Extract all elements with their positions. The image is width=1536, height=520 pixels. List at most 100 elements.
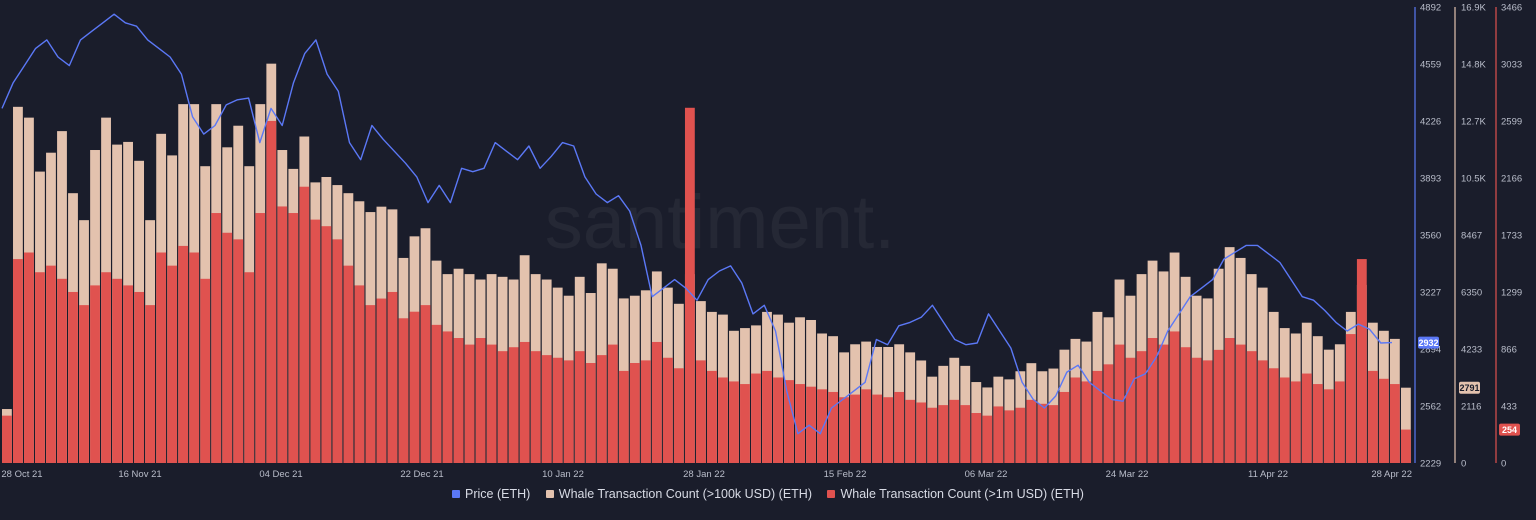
current-value-label: 2932 (1418, 338, 1438, 348)
y-tick-label: 3560 (1420, 231, 1441, 242)
x-tick-label: 16 Nov 21 (118, 469, 161, 480)
legend-item-price[interactable]: Price (ETH) (452, 487, 530, 501)
whale-1m-bar (971, 413, 982, 463)
whale-1m-bar (596, 355, 607, 463)
whale-1m-bar (464, 344, 475, 463)
whale-1m-bar (299, 186, 310, 463)
y-tick-label: 14.8K (1461, 60, 1486, 71)
legend-item-whale-1m[interactable]: Whale Transaction Count (>1m USD) (ETH) (827, 487, 1084, 501)
y-axes: 4892 4559 4226 3893 3560 3227 2894 2562 2229 2932… (1414, 3, 1522, 470)
x-tick-label: 06 Mar 22 (965, 469, 1008, 480)
whale-1m-bar (1191, 357, 1202, 463)
whale-1m-bar (1389, 384, 1400, 463)
whale-1m-bar (762, 370, 772, 463)
whale-1m-bar (673, 368, 684, 463)
whale-1m-bar (1356, 259, 1367, 463)
whale-1m-bar (751, 373, 761, 463)
whale-1m-bar (332, 239, 343, 463)
whale-1m-bar (387, 291, 398, 463)
whale-1m-bar (1180, 347, 1191, 463)
whale-1m-bar (850, 394, 861, 463)
whale-1m-bar (662, 357, 673, 463)
whale-1m-bar (784, 380, 794, 463)
whale-1m-bar (24, 252, 34, 463)
y-tick-label: 2116 (1461, 402, 1481, 413)
x-tick-label: 10 Jan 22 (542, 469, 584, 480)
whale-1m-bar (123, 285, 133, 463)
whale-1m-bar (321, 226, 332, 463)
current-value-label: 254 (1502, 425, 1517, 435)
whale-1m-bar (310, 219, 321, 463)
whale-1m-bar (453, 338, 464, 463)
whale-1m-bar (861, 389, 872, 463)
whale-1m-bar (530, 351, 541, 463)
whale-1m-bar (57, 278, 67, 463)
current-value-badge (1499, 423, 1520, 436)
y-tick-label: 433 (1501, 402, 1517, 413)
whale-1m-bar (1345, 334, 1356, 463)
y-tick-label: 2894 (1420, 345, 1441, 356)
whale-1m-bar (1114, 344, 1125, 463)
whale-1m-bar (35, 272, 45, 463)
watermark-text: santiment. (545, 180, 896, 265)
whale-1m-bar (1202, 360, 1213, 463)
x-axis: 28 Oct 21 16 Nov 21 04 Dec 21 22 Dec 21 10 J… (1, 469, 1412, 480)
x-tick-label: 28 Apr 22 (1371, 469, 1412, 480)
whale-1m-bar (1026, 399, 1037, 463)
whale-1m-bar (519, 341, 530, 463)
y-tick-label: 2562 (1420, 402, 1441, 413)
y-tick-label: 4226 (1420, 117, 1441, 128)
whale-1m-bar (90, 285, 100, 463)
whale-1m-bar (486, 344, 497, 463)
whale-1m-bar (629, 363, 640, 463)
whale-1m-bar (233, 239, 244, 463)
whale-1m-bar (376, 298, 387, 463)
x-tick-label: 04 Dec 21 (259, 469, 302, 480)
whale-1m-bar (244, 272, 255, 463)
whale-1m-bar (1224, 338, 1235, 463)
y-tick-label: 6350 (1461, 288, 1482, 299)
legend-swatch-whale-1m (827, 490, 836, 498)
whale-1m-bar (1257, 360, 1268, 463)
whale-1m-bar (894, 391, 905, 463)
whale-1m-bar (585, 363, 596, 463)
x-tick-label: 28 Jan 22 (683, 469, 725, 480)
whale-1m-bar (211, 213, 222, 463)
whale-1m-bar (354, 285, 365, 463)
y-tick-label: 3466 (1501, 3, 1522, 14)
whale-1m-bar (1070, 377, 1081, 463)
whale-1m-bar (960, 405, 971, 463)
legend-item-whale-100k[interactable]: Whale Transaction Count (>100k USD) (ETH… (545, 487, 812, 501)
whale-1m-bar (795, 384, 805, 463)
whale-1m-bar (222, 232, 233, 463)
whale-1m-bar (68, 291, 78, 463)
y-tick-label: 4559 (1420, 60, 1441, 71)
x-tick-label: 15 Feb 22 (824, 469, 867, 480)
whale-1m-bar (398, 318, 409, 463)
whale-1m-bar (200, 278, 211, 463)
whale-1m-bar (1213, 349, 1224, 463)
whale-1m-bar (938, 405, 949, 463)
legend-swatch-whale-100k (545, 490, 554, 498)
whale-1m-bar (1367, 370, 1378, 463)
whale-1m-bar (497, 351, 508, 463)
whale-1m-bar (1290, 381, 1301, 463)
y-tick-label: 10.5K (1461, 174, 1486, 185)
whale-1m-bar (927, 407, 938, 463)
whale-1m-bar (1081, 381, 1092, 463)
y-tick-label: 1733 (1501, 231, 1522, 242)
whale-1m-bar (1092, 370, 1103, 463)
y-tick-label: 4233 (1461, 345, 1482, 356)
whale-1m-bar (189, 252, 200, 463)
whale-1m-bar (145, 305, 156, 463)
whale-1m-bar (740, 384, 750, 463)
whale-1m-bar (1147, 338, 1158, 463)
y-tick-label: 1299 (1501, 288, 1522, 299)
whale-1m-bar (982, 415, 993, 463)
whale-1m-bar (134, 291, 145, 463)
y-tick-label: 3893 (1420, 174, 1441, 185)
x-tick-label: 11 Apr 22 (1248, 469, 1288, 480)
x-tick-label: 24 Mar 22 (1106, 469, 1149, 480)
whale-1m-bar (707, 370, 717, 463)
